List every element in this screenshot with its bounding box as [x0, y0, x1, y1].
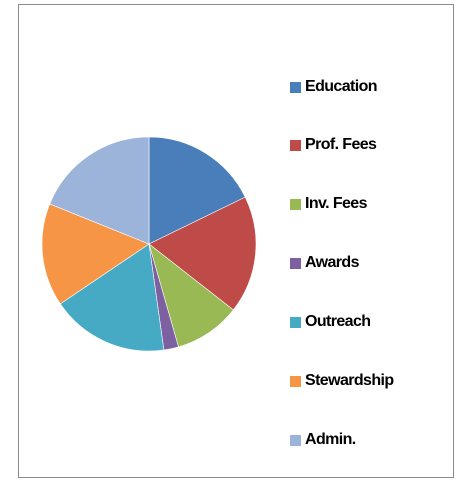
legend-item-inv-fees: Inv. Fees [290, 195, 367, 213]
legend-item-education: Education [290, 78, 378, 96]
legend-label: Inv. Fees [305, 195, 367, 212]
legend-label: Stewardship [305, 372, 394, 389]
legend-swatch [290, 81, 301, 93]
legend-item-awards: Awards [290, 254, 360, 272]
legend-swatch [290, 257, 301, 269]
legend-label: Admin. [305, 431, 356, 448]
legend-label: Education [305, 78, 378, 95]
legend-label: Outreach [305, 313, 371, 330]
pie-slice-stewardship [41, 203, 150, 305]
legend-swatch [290, 316, 301, 328]
pie-slices [41, 136, 257, 352]
pie-slice-education [148, 136, 246, 245]
legend-label: Prof. Fees [305, 136, 377, 153]
legend-label: Awards [305, 254, 360, 271]
pie-slice-admin [49, 136, 150, 245]
legend-swatch [290, 198, 301, 210]
legend-item-outreach: Outreach [290, 313, 371, 331]
legend-swatch [290, 434, 301, 446]
legend-item-admin: Admin. [290, 431, 356, 449]
legend-item-stewardship: Stewardship [290, 372, 394, 390]
pie-slice-prof-fees [148, 196, 257, 311]
legend-swatch [290, 375, 301, 387]
legend-item-prof-fees: Prof. Fees [290, 136, 377, 154]
legend-swatch [290, 139, 301, 151]
pie-slice-outreach [59, 243, 165, 352]
